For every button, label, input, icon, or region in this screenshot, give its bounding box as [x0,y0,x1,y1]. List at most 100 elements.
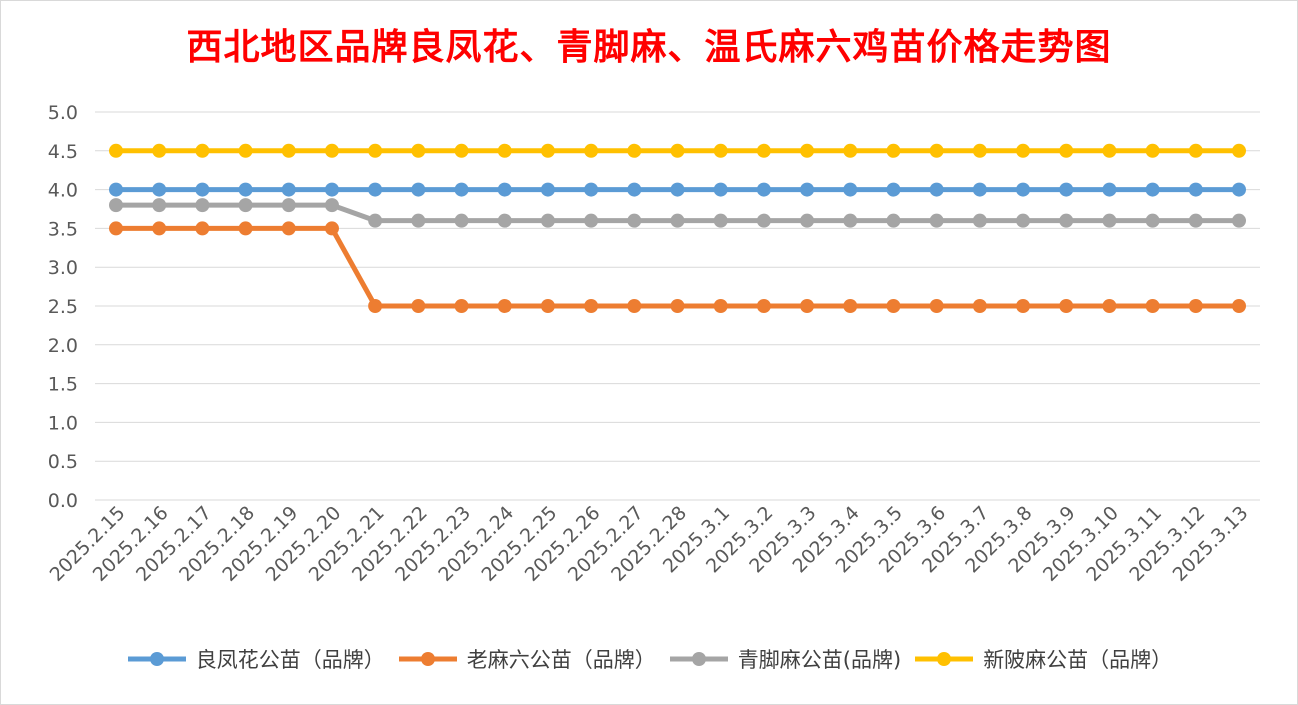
data-point [1232,143,1246,158]
legend-item: 新陂麻公苗（品牌） [913,644,1172,674]
data-point [713,143,728,158]
data-point [1188,213,1203,228]
data-point [152,198,167,213]
data-point [670,213,685,228]
legend-item: 良凤花公苗（品牌） [126,644,385,674]
y-tick-label: 5.0 [48,102,78,124]
data-point [238,198,253,213]
data-point [540,299,555,313]
legend-swatch [669,652,728,666]
series-lines [109,143,1246,313]
data-point [497,213,512,228]
data-point [109,143,123,158]
y-tick-label: 3.5 [48,218,78,240]
legend-swatch [915,652,974,666]
data-point [843,182,858,197]
data-point [152,143,167,158]
data-point [195,198,210,213]
data-point [713,213,728,228]
data-point [713,182,728,197]
data-point [627,213,642,228]
data-point [281,182,296,197]
data-point [929,213,944,228]
legend-label: 良凤花公苗（品牌） [195,648,385,672]
data-point [454,213,469,228]
data-point [1145,299,1160,313]
data-point [843,299,858,313]
data-point [584,213,599,228]
data-point [1102,182,1117,197]
data-point [411,182,426,197]
data-point [454,182,469,197]
data-point [1059,182,1074,197]
data-point [584,143,599,158]
data-point [368,182,383,197]
data-point [238,182,253,197]
y-tick-label: 1.0 [48,412,78,434]
data-point [972,143,987,158]
y-tick-label: 1.5 [48,374,78,396]
data-point [1188,182,1203,197]
data-point [109,198,123,213]
legend-label: 老麻六公苗（品牌） [466,648,656,672]
data-point [411,143,426,158]
series-3 [109,143,1246,158]
data-point [929,143,944,158]
data-point [454,299,469,313]
data-point [1059,213,1074,228]
legend-item: 青脚麻公苗(品牌) [668,644,901,674]
y-tick-label: 2.0 [48,335,78,357]
y-tick-label: 4.5 [48,141,78,163]
series-2 [109,198,1246,228]
data-point [1145,213,1160,228]
data-point [195,182,210,197]
legend-label: 青脚麻公苗(品牌) [737,648,902,672]
data-point [1016,143,1031,158]
data-point [368,143,383,158]
data-point [886,213,901,228]
data-point [1059,143,1074,158]
data-point [152,182,167,197]
legend-swatch [398,652,457,666]
data-point [540,143,555,158]
data-point [238,143,253,158]
data-point [1102,213,1117,228]
data-point [627,143,642,158]
data-point [324,143,339,158]
y-axis-ticks: 0.0 0.5 1.0 1.5 2.0 2.5 3.0 3.5 4.0 4.5 5.0 [48,102,78,512]
data-point [1102,299,1117,313]
y-tick-label: 0.5 [48,451,78,473]
data-point [540,182,555,197]
data-point [756,213,771,228]
data-point [238,221,253,236]
data-point [972,182,987,197]
data-point [800,143,815,158]
data-point [368,213,383,228]
chart-title: 西北地区品牌良凤花、青脚麻、温氏麻六鸡苗价格走势图 [186,26,1112,68]
legend-swatch [127,652,186,666]
legend-item: 老麻六公苗（品牌） [397,644,656,674]
data-point [670,182,685,197]
x-axis-ticks: 2025.2.152025.2.162025.2.172025.2.182025… [46,502,1253,586]
data-point [195,143,210,158]
data-point [497,143,512,158]
data-point [756,182,771,197]
y-tick-label: 2.5 [48,296,78,318]
data-point [281,198,296,213]
data-point [670,299,685,313]
data-point [843,143,858,158]
data-point [886,143,901,158]
data-point [584,299,599,313]
data-point [1059,299,1074,313]
data-point [1102,143,1117,158]
data-point [800,213,815,228]
data-point [1145,182,1160,197]
chart-legend: 良凤花公苗（品牌） 老麻六公苗（品牌） 青脚麻公苗(品牌) 新陂麻公苗（品牌） [0,644,1298,674]
data-point [843,213,858,228]
data-point [281,221,296,236]
y-tick-label: 4.0 [48,180,78,202]
data-point [713,299,728,313]
data-point [1232,182,1246,197]
